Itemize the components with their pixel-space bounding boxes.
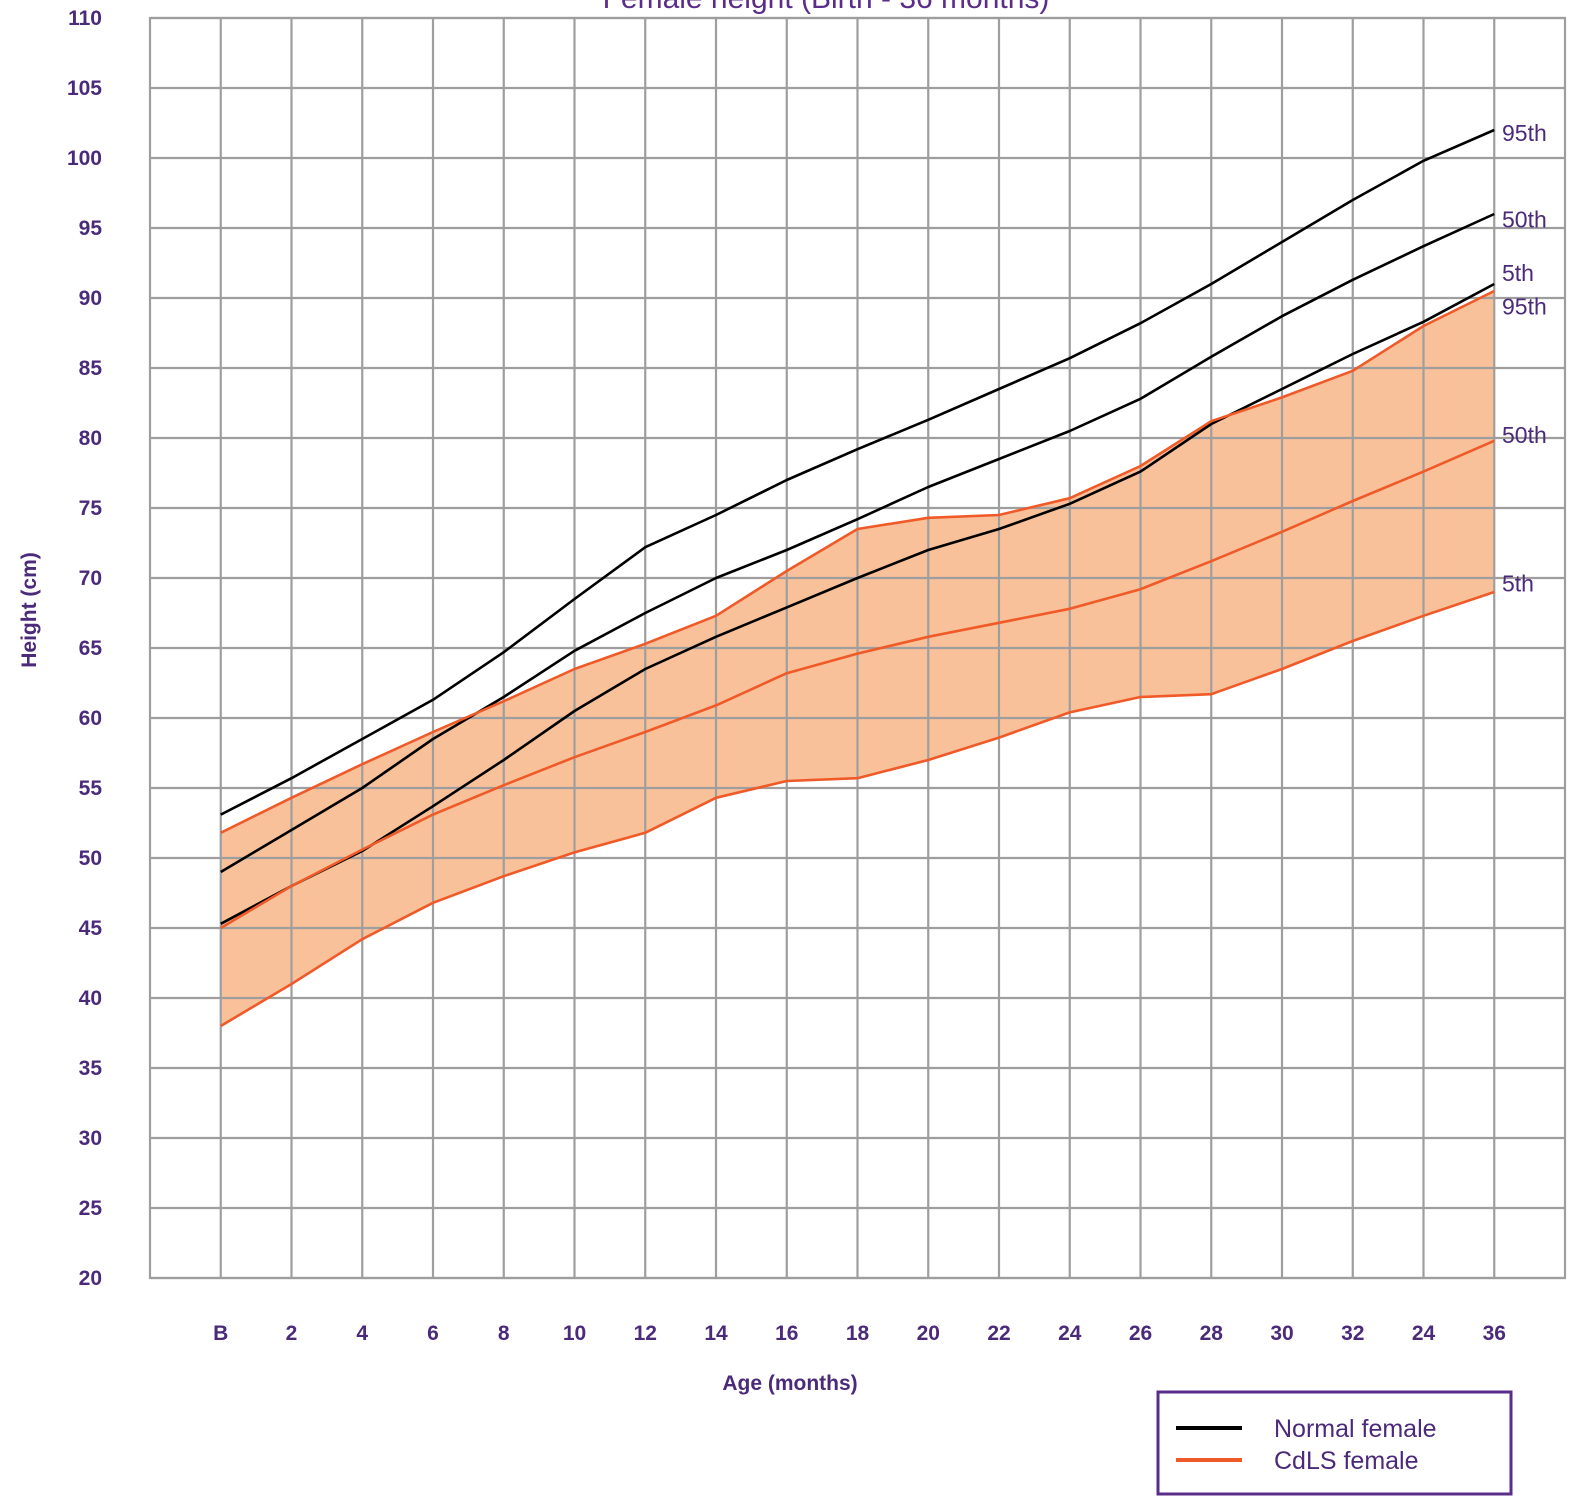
grid-layer: [148, 16, 1567, 1280]
y-tick-label: 35: [79, 1057, 103, 1080]
normal-50th-label: 50th: [1502, 207, 1547, 233]
x-tick-labels: B 2 4 6 8 10 12 14 16 18 20 22 24 26 28 30 32 24 36: [213, 1322, 1506, 1345]
y-tick-label: 65: [79, 637, 103, 660]
x-tick-label: 30: [1270, 1322, 1293, 1345]
normal-95th-line: [220, 128, 1495, 816]
y-tick-label: 55: [79, 777, 103, 800]
x-tick-label: 16: [775, 1322, 798, 1345]
normal-50th-line: [220, 212, 1495, 874]
cdls-50th-line: [220, 439, 1495, 930]
y-tick-label: 50: [79, 847, 102, 870]
x-tick-label: 24: [1412, 1322, 1436, 1345]
y-axis-label: Height (cm): [18, 552, 41, 668]
x-tick-label: 22: [987, 1322, 1010, 1345]
normal-95th-label: 95th: [1502, 120, 1547, 146]
x-tick-label: 10: [563, 1322, 586, 1345]
x-tick-label: 20: [917, 1322, 940, 1345]
x-tick-label: 14: [704, 1322, 728, 1345]
cdls-50th-label: 50th: [1502, 422, 1547, 448]
x-tick-label: 12: [634, 1322, 657, 1345]
legend-entry-label: CdLS female: [1274, 1447, 1419, 1475]
legend-entries: Normal female CdLS female: [1176, 1415, 1437, 1475]
x-tick-label: 24: [1058, 1322, 1082, 1345]
y-tick-label: 105: [67, 77, 102, 100]
legend-box: [1156, 1390, 1513, 1496]
cdls-95th-label: 95th: [1502, 293, 1547, 319]
normal-5th-line: [220, 282, 1495, 925]
cdls-95th-line: [220, 289, 1495, 834]
x-tick-label: B: [213, 1322, 228, 1345]
legend-entry-label: Normal female: [1274, 1415, 1437, 1443]
y-tick-label: 30: [79, 1127, 102, 1150]
x-tick-label: 32: [1341, 1322, 1364, 1345]
x-axis-label: Age (months): [722, 1372, 857, 1395]
y-tick-label: 110: [68, 7, 102, 30]
y-tick-label: 90: [79, 287, 102, 310]
y-tick-label: 25: [79, 1197, 103, 1220]
y-tick-label: 100: [67, 147, 102, 170]
y-tick-labels: 20 25 30 35 40 45 50 55 60 65 70 75 80 85 90 95 100 105 11…: [67, 7, 102, 1290]
series-line-layer: [220, 128, 1495, 1028]
x-tick-label: 8: [498, 1322, 510, 1345]
normal-5th-label: 5th: [1502, 260, 1534, 286]
x-tick-label: 6: [427, 1322, 439, 1345]
x-tick-label: 18: [846, 1322, 870, 1345]
x-tick-label: 2: [286, 1322, 298, 1345]
x-tick-label: 36: [1483, 1322, 1506, 1345]
y-tick-label: 45: [79, 917, 103, 940]
y-tick-label: 70: [79, 567, 102, 590]
cdls-5th-line: [220, 590, 1495, 1028]
y-tick-label: 40: [79, 987, 102, 1010]
percentile-labels: 95th 50th 5th 95th 50th 5th: [1502, 120, 1547, 597]
cdls-5th-label: 5th: [1502, 571, 1534, 597]
y-tick-label: 60: [79, 707, 102, 730]
y-tick-label: 80: [79, 427, 102, 450]
y-tick-label: 95: [79, 217, 103, 240]
y-tick-label: 85: [79, 357, 103, 380]
y-tick-label: 20: [79, 1267, 102, 1290]
legend: Normal female CdLS female: [1156, 1390, 1513, 1496]
x-tick-label: 4: [356, 1322, 368, 1345]
x-tick-label: 28: [1200, 1322, 1224, 1345]
x-tick-label: 26: [1129, 1322, 1152, 1345]
y-tick-label: 75: [79, 497, 103, 520]
chart-title: Female height (Birth - 36 months): [603, 0, 1050, 15]
